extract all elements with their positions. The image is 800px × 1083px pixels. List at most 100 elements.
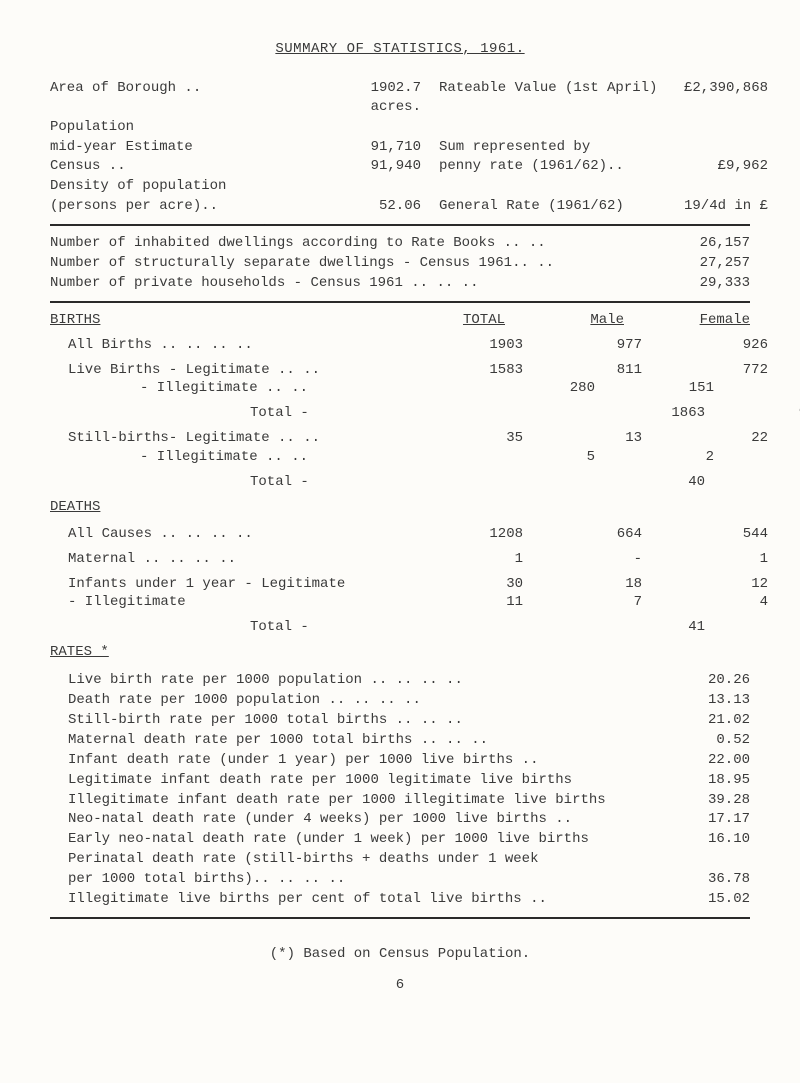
stats-row: All Births .. .. .. ..1903977926 [50, 336, 750, 355]
summary-desc [439, 118, 663, 137]
stats-row: Live Births - Legitimate .. ..1583811772 [50, 361, 750, 380]
col-header: BIRTHS [50, 311, 386, 330]
rate-row: Still-birth rate per 1000 total births .… [50, 711, 750, 730]
rate-label: Still-birth rate per 1000 total births .… [50, 711, 690, 730]
row-label: Total - [50, 473, 586, 492]
summary-figure: 91,940 [316, 157, 439, 176]
mid-row: Number of inhabited dwellings according … [50, 234, 750, 253]
row-label: Live Births - Legitimate .. .. [50, 361, 404, 380]
rate-label: Death rate per 1000 population .. .. .. … [50, 691, 690, 710]
rate-label: Illegitimate infant death rate per 1000 … [50, 791, 690, 810]
stats-row: - Illegitimate .. ..280151129 [50, 379, 750, 398]
rate-label: Neo-natal death rate (under 4 weeks) per… [50, 810, 690, 829]
page-number: 6 [50, 976, 750, 995]
rate-row: Death rate per 1000 population .. .. .. … [50, 691, 750, 710]
mid-row: Number of structurally separate dwelling… [50, 254, 750, 273]
cell-total: 35 [404, 429, 523, 448]
page-title: SUMMARY OF STATISTICS, 1961. [50, 40, 750, 59]
row-label: All Births .. .. .. .. [50, 336, 404, 355]
stats-row: - Illegitimate1174 [50, 593, 750, 612]
row-label: Maternal .. .. .. .. [50, 550, 404, 569]
rate-row: Neo-natal death rate (under 4 weeks) per… [50, 810, 750, 829]
mid-label: Number of structurally separate dwelling… [50, 254, 554, 273]
rate-label: Live birth rate per 1000 population .. .… [50, 671, 690, 690]
rate-label: Early neo-natal death rate (under 1 week… [50, 830, 690, 849]
mid-block: Number of inhabited dwellings according … [50, 234, 750, 293]
rate-value: 18.95 [690, 771, 750, 790]
rate-row: Infant death rate (under 1 year) per 100… [50, 751, 750, 770]
summary-row: Population [50, 118, 750, 137]
divider [50, 917, 750, 919]
rate-value: 39.28 [690, 791, 750, 810]
cell-male: - [523, 550, 642, 569]
stats-row: - Illegitimate .. ..523 [50, 448, 750, 467]
summary-row: Density of population [50, 177, 750, 196]
cell-male: 811 [523, 361, 642, 380]
stats-row: Total -401525 [50, 473, 750, 492]
rate-row: Illegitimate infant death rate per 1000 … [50, 791, 750, 810]
summary-value: 19/4d in £ [663, 197, 768, 216]
cell-male: 962 [705, 404, 800, 423]
summary-figure: 91,710 [316, 138, 439, 157]
rate-label: Infant death rate (under 1 year) per 100… [50, 751, 690, 770]
summary-value: £9,962 [663, 157, 768, 176]
divider [50, 224, 750, 226]
stats-row: Infants under 1 year - Legitimate301812 [50, 575, 750, 594]
cell-male: 13 [523, 429, 642, 448]
rate-row: Early neo-natal death rate (under 1 week… [50, 830, 750, 849]
rate-row: Illegitimate live births per cent of tot… [50, 890, 750, 909]
rate-row: per 1000 total births).. .. .. ..36.78 [50, 870, 750, 889]
rate-label: per 1000 total births).. .. .. .. [50, 870, 690, 889]
cell-male: 977 [523, 336, 642, 355]
mid-label: Number of private households - Census 19… [50, 274, 478, 293]
summary-value [663, 138, 768, 157]
cell-female: 544 [642, 525, 768, 544]
rate-value: 13.13 [690, 691, 750, 710]
stats-row: Still-births- Legitimate .. ..351322 [50, 429, 750, 448]
row-label: Still-births- Legitimate .. .. [50, 429, 404, 448]
cell-female: 772 [642, 361, 768, 380]
rate-row: Legitimate infant death rate per 1000 le… [50, 771, 750, 790]
footnote: (*) Based on Census Population. [50, 945, 750, 964]
cell-female: 1 [642, 550, 768, 569]
stats-header: BIRTHS TOTAL Male Female [50, 311, 750, 330]
summary-label: Area of Borough .. [50, 79, 316, 117]
cell-female: 129 [714, 379, 800, 398]
rate-value: 20.26 [690, 671, 750, 690]
cell-female: 4 [642, 593, 768, 612]
mid-value: 26,157 [700, 234, 750, 253]
cell-total: 5 [476, 448, 595, 467]
cell-total: 40 [586, 473, 705, 492]
cell-total: 11 [404, 593, 523, 612]
cell-male: 151 [595, 379, 714, 398]
cell-total: 1 [404, 550, 523, 569]
summary-figure: 1902.7 acres. [316, 79, 439, 117]
summary-desc [439, 177, 663, 196]
deaths-heading: DEATHS [50, 498, 750, 517]
summary-desc: General Rate (1961/62) [439, 197, 663, 216]
cell-total: 1903 [404, 336, 523, 355]
stats-row: All Causes .. .. .. ..1208664544 [50, 525, 750, 544]
summary-label: mid-year Estimate [50, 138, 316, 157]
rate-value: 17.17 [690, 810, 750, 829]
rate-row: Perinatal death rate (still-births + dea… [50, 850, 750, 869]
cell-male: 664 [523, 525, 642, 544]
rates-heading: RATES * [50, 643, 750, 662]
row-label: Total - [50, 618, 586, 637]
stats-row: Total -1863962901 [50, 404, 750, 423]
cell-female: 12 [642, 575, 768, 594]
rate-row: Maternal death rate per 1000 total birth… [50, 731, 750, 750]
summary-desc: Rateable Value (1st April) [439, 79, 663, 117]
stats-row: Total -412516 [50, 618, 750, 637]
rate-label: Perinatal death rate (still-births + dea… [50, 850, 690, 869]
summary-value [663, 118, 768, 137]
summary-row: mid-year Estimate91,710Sum represented b… [50, 138, 750, 157]
mid-value: 29,333 [700, 274, 750, 293]
summary-block: Area of Borough ..1902.7 acres.Rateable … [50, 79, 750, 216]
stats-table: BIRTHS TOTAL Male Female All Births .. .… [50, 311, 750, 909]
summary-figure: 52.06 [316, 197, 439, 216]
mid-row: Number of private households - Census 19… [50, 274, 750, 293]
col-header: Male [505, 311, 624, 330]
rate-row: Live birth rate per 1000 population .. .… [50, 671, 750, 690]
summary-desc: penny rate (1961/62).. [439, 157, 663, 176]
